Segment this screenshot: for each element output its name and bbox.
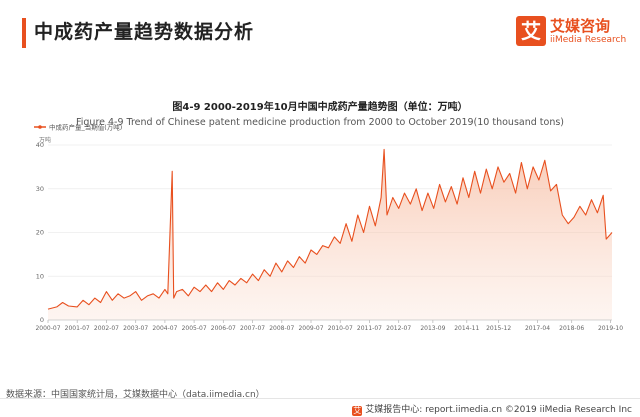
x-tick-label: 2000-07 [35,325,60,332]
brand-name: 艾媒咨询 [550,17,611,35]
unit-label: 万吨 [39,136,51,144]
x-tick-label: 2004-07 [152,325,177,332]
x-tick-label: 2003-07 [123,325,148,332]
y-tick-label: 40 [36,141,44,149]
x-tick-label: 2002-07 [94,325,119,332]
x-tick-label: 2013-09 [420,325,445,332]
x-tick-label: 2006-07 [211,325,236,332]
brand-logo: 艾 艾媒咨询 iiMedia Research [516,14,628,50]
production-chart: 中成药产量_当期值(万吨) 万吨 0 10 20 30 40 2000-07 2001-0… [34,123,623,332]
y-axis-ticks: 0 10 20 30 40 [36,141,44,324]
footer-text: 艾艾媒报告中心: report.iimedia.cn ©2019 iiMedia… [352,402,632,416]
footer-label: 艾媒报告中心: report.iimedia.cn ©2019 iiMedia … [365,405,632,415]
x-tick-label: 2019-10 [598,325,623,332]
x-tick-label: 2014-11 [454,325,479,332]
x-tick-label: 2007-07 [240,325,265,332]
x-tick-label: 2010-07 [328,325,353,332]
chart-title: 图4-9 2000-2019年10月中国中成药产量趋势图（单位：万吨） [172,102,468,113]
chart-subtitle: Figure 4-9 Trend of Chinese patent medic… [75,117,564,128]
footer: 艾艾媒报告中心: report.iimedia.cn ©2019 iiMedia… [0,398,640,417]
x-tick-label: 2009-07 [298,325,323,332]
x-tick-label: 2015-12 [486,325,511,332]
x-tick-label: 2012-07 [386,325,411,332]
brand-icon: 艾 [516,16,546,46]
x-axis-ticks: 2000-07 2001-07 2002-07 2003-07 2004-07 2005-… [35,320,623,332]
brand-subtitle: iiMedia Research [550,35,627,45]
series-area [48,149,612,320]
title-accent-bar [22,18,26,48]
x-tick-label: 2001-07 [65,325,90,332]
legend-label: 中成药产量_当期值(万吨) [49,123,122,132]
header: 中成药产量趋势数据分析 艾 艾媒咨询 iiMedia Research [0,0,640,62]
x-tick-label: 2017-04 [525,325,550,332]
legend-dot-marker [38,125,42,129]
x-tick-label: 2018-06 [559,325,584,332]
footer-brand-icon: 艾 [352,406,363,416]
y-tick-label: 10 [36,272,44,280]
y-tick-label: 0 [40,316,44,324]
y-tick-label: 30 [36,185,44,193]
data-source: 数据来源：中国国家统计局，艾媒数据中心（data.iimedia.cn） [6,390,265,400]
page-title: 中成药产量趋势数据分析 [34,21,255,43]
series-line [47,148,613,310]
x-tick-label: 2005-07 [182,325,207,332]
chart-legend: 中成药产量_当期值(万吨) [34,123,122,132]
x-tick-label: 2011-07 [357,325,382,332]
y-tick-label: 20 [36,229,44,237]
x-tick-label: 2008-07 [269,325,294,332]
